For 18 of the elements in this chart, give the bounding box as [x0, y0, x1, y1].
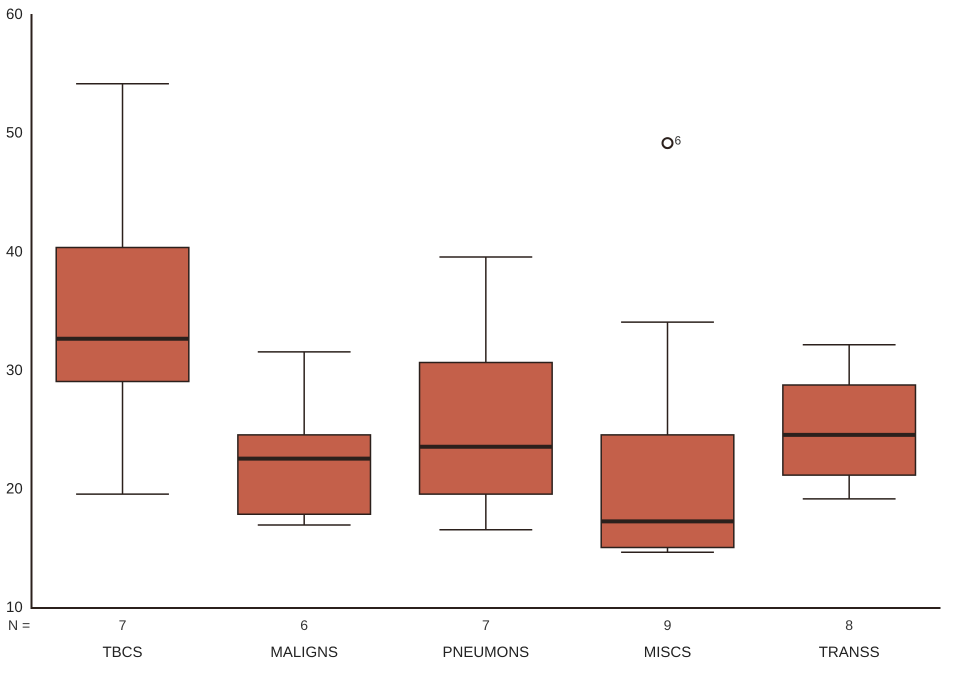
y-tick-label: 10: [6, 599, 23, 616]
y-tick-label: 50: [6, 124, 23, 142]
text: N =: [8, 616, 30, 633]
x-tick-label: MALIGNS: [270, 644, 338, 662]
text: 7: [118, 616, 127, 633]
text: 9: [664, 616, 672, 633]
text: 8: [845, 616, 854, 633]
x-tick-label: MISCS: [644, 644, 692, 662]
text: 6: [300, 616, 308, 633]
x-tick-label: TRANSS: [818, 644, 880, 662]
y-tick-label: 60: [6, 6, 23, 24]
annotation: 6: [674, 133, 682, 148]
y-tick-label: 30: [6, 362, 23, 379]
y-tick-label: 20: [6, 480, 23, 498]
text: 7: [482, 616, 490, 633]
x-tick-label: TBCS: [102, 644, 143, 662]
x-tick-label: PNEUMONS: [442, 644, 530, 662]
y-tick-label: 40: [6, 243, 23, 260]
